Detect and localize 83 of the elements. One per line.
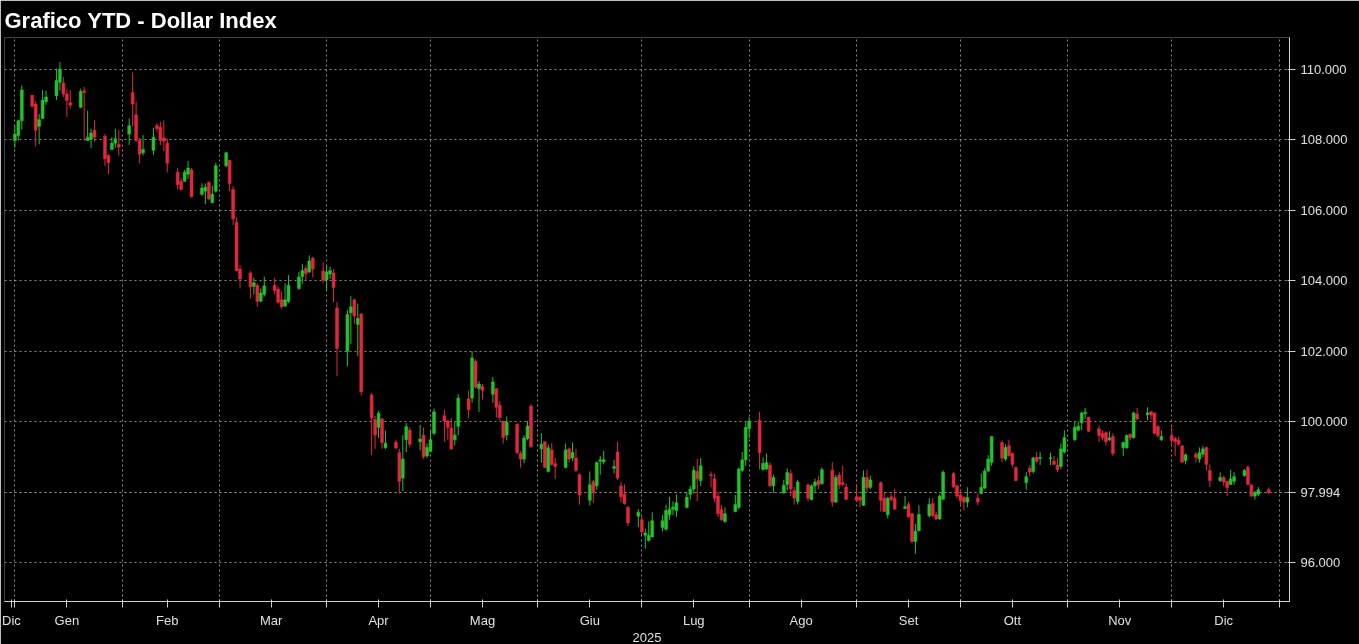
y-tick-label: 102.000 [1300, 343, 1348, 359]
candlestick [539, 432, 544, 464]
candlestick [1253, 490, 1257, 501]
candlestick [674, 493, 679, 518]
candlestick [650, 511, 654, 538]
candlestick [785, 467, 789, 491]
candlestick [927, 497, 932, 519]
candlestick [761, 456, 765, 471]
chart-title: Grafico YTD - Dollar Index [4, 7, 278, 33]
candlestick [695, 458, 699, 502]
y-tick-label: 110.000 [1300, 61, 1347, 77]
candlestick [151, 127, 156, 156]
x-tick-label: Dic [1214, 612, 1234, 628]
x-tick-label: Nov [1108, 612, 1132, 628]
candlestick [1083, 407, 1087, 420]
candlestick [262, 276, 266, 298]
candlestick [546, 443, 551, 473]
candlestick [931, 497, 935, 518]
y-tick-label: 100.000 [1300, 414, 1348, 430]
candlestick [491, 376, 495, 404]
y-tick-label: 108.000 [1300, 132, 1348, 148]
candlestick [612, 459, 616, 475]
candlestick [92, 119, 97, 143]
candlestick [501, 420, 505, 445]
candlestick [466, 389, 471, 419]
candlestick [619, 481, 623, 503]
candlestick [595, 460, 599, 491]
candlestick [311, 256, 315, 279]
candlestick [494, 388, 499, 419]
candlestick [591, 479, 596, 504]
x-tick-label: Feb [156, 612, 179, 628]
candlestick [577, 473, 582, 506]
candlestick [698, 457, 703, 487]
candlestick [879, 480, 883, 513]
candlestick [671, 500, 675, 516]
candlestick [252, 277, 256, 295]
y-tick-label: 97.994 [1300, 484, 1341, 500]
x-tick-label: Lug [682, 612, 705, 628]
candlestick [574, 448, 578, 473]
candlestick [1111, 432, 1115, 457]
candlestick [286, 274, 291, 304]
candlestick [248, 270, 253, 300]
x-tick-label: Gen [54, 612, 80, 628]
x-axis-title: 2025 [632, 629, 662, 644]
candlestick [331, 268, 336, 303]
candlestick [768, 461, 772, 488]
candlestick [418, 424, 422, 451]
candlestick [113, 128, 118, 149]
candlestick [186, 160, 190, 180]
candlestick [432, 408, 436, 436]
candlestick [626, 505, 630, 527]
candlestick [369, 392, 374, 456]
candlestick [622, 483, 627, 506]
candlestick [141, 134, 145, 157]
candlestick [324, 264, 329, 291]
candlestick [1194, 451, 1198, 464]
candlestick [127, 118, 131, 146]
candlestick [858, 495, 862, 508]
candlestick [321, 261, 325, 284]
x-tick-label: Giu [579, 612, 600, 628]
x-tick-label: Set [898, 612, 919, 628]
x-tick-label: Mag [469, 612, 496, 628]
x-tick-label: Apr [368, 612, 390, 628]
y-tick-label: 106.000 [1300, 202, 1348, 218]
candlestick [588, 470, 592, 506]
candlestick [965, 486, 970, 508]
x-tick-label: Mar [260, 612, 284, 628]
candlestick [903, 495, 907, 510]
candlestick [352, 298, 357, 325]
candlestick [505, 415, 509, 441]
candlestick [117, 129, 121, 157]
candlestick [886, 496, 890, 519]
x-tick-label: Dic [2, 612, 22, 628]
y-tick-label: 96.000 [1300, 555, 1341, 571]
candlestick [408, 426, 412, 448]
y-tick-label: 104.000 [1300, 273, 1348, 289]
x-tick-label: Ott [1003, 612, 1022, 628]
candlestick [356, 303, 360, 357]
candlestick [376, 410, 381, 439]
candlestick [771, 474, 776, 494]
candlestick [640, 514, 644, 536]
candlestick [383, 430, 388, 450]
x-tick-label: Ago [789, 612, 813, 628]
